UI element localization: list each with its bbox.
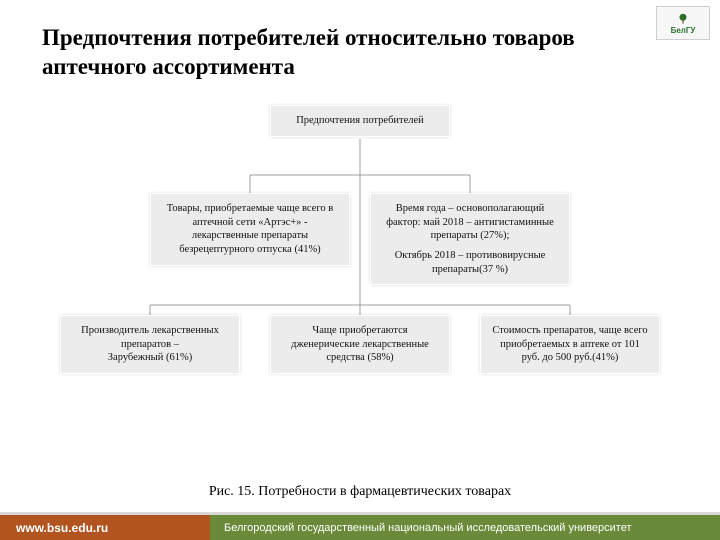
footer-url: www.bsu.edu.ru [0, 512, 210, 540]
node-mid-1-label: Товары, приобретаемые чаще всего в аптеч… [167, 203, 333, 255]
node-bottom-3: Стоимость препаратов, чаще всего приобре… [480, 315, 660, 374]
node-mid-2-line1: Время года – основополагающий фактор: ма… [381, 202, 559, 243]
university-logo: БелГУ [656, 6, 710, 40]
footer-bar: www.bsu.edu.ru Белгородский государствен… [0, 512, 720, 540]
flowchart: Предпочтения потребителей Товары, приобр… [60, 105, 660, 465]
node-bottom-3-label: Стоимость препаратов, чаще всего приобре… [492, 325, 647, 363]
logo-text: БелГУ [671, 27, 696, 35]
page-title: Предпочтения потребителей относительно т… [42, 24, 630, 82]
node-mid-1: Товары, приобретаемые чаще всего в аптеч… [150, 193, 350, 266]
node-bottom-1-line1: Производитель лекарственных препаратов – [71, 324, 229, 351]
node-bottom-1: Производитель лекарственных препаратов –… [60, 315, 240, 374]
node-mid-2: Время года – основополагающий фактор: ма… [370, 193, 570, 285]
node-bottom-1-line2: Зарубежный (61%) [71, 351, 229, 365]
node-root-label: Предпочтения потребителей [296, 115, 424, 126]
node-bottom-2: Чаще приобретаются дженерические лекарст… [270, 315, 450, 374]
node-mid-2-line2: Октябрь 2018 – противовирусные препараты… [381, 249, 559, 276]
footer-org: Белгородский государственный национальны… [210, 512, 720, 540]
node-bottom-2-label: Чаще приобретаются дженерические лекарст… [291, 325, 429, 363]
tree-icon [676, 12, 690, 26]
figure-caption: Рис. 15. Потребности в фармацевтических … [0, 484, 720, 500]
node-root: Предпочтения потребителей [270, 105, 450, 137]
connectors [60, 105, 660, 465]
